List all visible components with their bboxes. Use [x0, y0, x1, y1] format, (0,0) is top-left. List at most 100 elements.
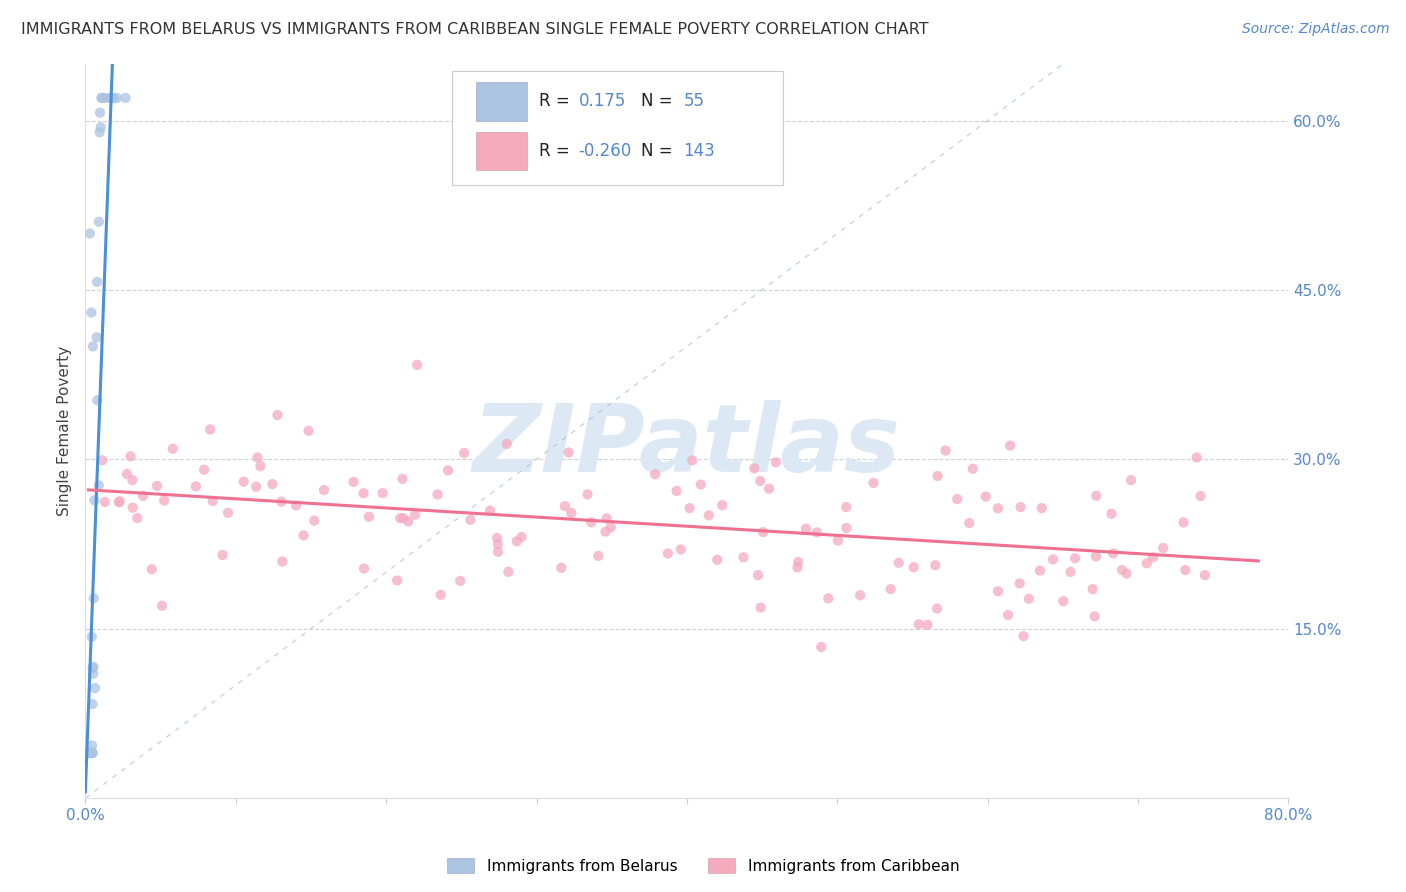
Point: [353, 561, 375, 575]
Legend: Immigrants from Belarus, Immigrants from Caribbean: Immigrants from Belarus, Immigrants from…: [440, 852, 966, 880]
Point: [917, 618, 939, 632]
Point: [87, 215, 110, 229]
Point: [86, 393, 108, 408]
Point: [77, 746, 100, 760]
Point: [87, 478, 110, 492]
Point: [1136, 556, 1159, 570]
Point: [1031, 501, 1053, 516]
Point: [76, 746, 98, 760]
Point: [935, 443, 957, 458]
Point: [86, 275, 108, 289]
Point: [353, 486, 375, 500]
Point: [1102, 546, 1125, 560]
Point: [479, 503, 502, 517]
Point: [557, 445, 579, 459]
Point: [80, 746, 103, 760]
Point: [404, 508, 426, 522]
Point: [141, 562, 163, 576]
Point: [835, 500, 858, 514]
Point: [82, 661, 104, 675]
Point: [82, 697, 104, 711]
Point: [285, 499, 308, 513]
Point: [79, 227, 101, 241]
Point: [595, 511, 617, 525]
Point: [697, 508, 720, 523]
Point: [550, 561, 572, 575]
Text: Source: ZipAtlas.com: Source: ZipAtlas.com: [1241, 22, 1389, 37]
Point: [588, 549, 610, 563]
Point: [80, 746, 103, 760]
Point: [82, 746, 104, 760]
Point: [810, 640, 832, 654]
Point: [90, 120, 112, 135]
Point: [644, 467, 666, 482]
Point: [1012, 629, 1035, 643]
Point: [957, 516, 980, 530]
Point: [1018, 591, 1040, 606]
Point: [79, 746, 101, 760]
FancyBboxPatch shape: [477, 132, 527, 170]
Point: [887, 556, 910, 570]
Point: [153, 493, 176, 508]
Point: [83, 493, 105, 508]
Point: [706, 552, 728, 566]
Point: [84, 681, 107, 695]
Point: [742, 461, 765, 475]
Point: [246, 450, 269, 465]
Point: [426, 487, 449, 501]
Point: [786, 560, 808, 574]
Point: [80, 746, 103, 760]
Point: [245, 480, 267, 494]
Point: [132, 489, 155, 503]
Point: [817, 591, 839, 606]
Point: [924, 558, 946, 573]
Point: [108, 495, 131, 509]
Text: N =: N =: [641, 143, 678, 161]
Point: [747, 568, 769, 582]
Point: [835, 521, 858, 535]
Point: [1081, 582, 1104, 597]
Point: [998, 439, 1021, 453]
Point: [406, 358, 429, 372]
Point: [749, 474, 772, 488]
Point: [77, 746, 100, 760]
Point: [127, 511, 149, 525]
Point: [193, 463, 215, 477]
Point: [396, 515, 419, 529]
Point: [681, 453, 703, 467]
Point: [962, 462, 984, 476]
Point: [733, 550, 755, 565]
Point: [115, 467, 138, 481]
Point: [114, 91, 136, 105]
Point: [162, 442, 184, 456]
Point: [453, 446, 475, 460]
Point: [1052, 594, 1074, 608]
Point: [987, 501, 1010, 516]
Point: [100, 91, 122, 105]
Point: [89, 125, 111, 139]
Point: [79, 746, 101, 760]
Point: [495, 437, 517, 451]
Point: [211, 548, 233, 562]
Point: [576, 487, 599, 501]
Point: [997, 607, 1019, 622]
Point: [93, 91, 115, 105]
Text: N =: N =: [641, 93, 678, 111]
Point: [429, 588, 451, 602]
Point: [758, 482, 780, 496]
Point: [91, 453, 114, 467]
Point: [486, 545, 509, 559]
Point: [120, 450, 142, 464]
Point: [79, 746, 101, 760]
Point: [93, 495, 115, 509]
Point: [82, 666, 104, 681]
Point: [787, 555, 810, 569]
Point: [98, 91, 121, 105]
Point: [581, 516, 603, 530]
Point: [80, 746, 103, 760]
Point: [987, 584, 1010, 599]
Point: [76, 746, 98, 760]
Point: [862, 475, 884, 490]
Point: [1008, 576, 1031, 591]
Point: [925, 601, 948, 615]
